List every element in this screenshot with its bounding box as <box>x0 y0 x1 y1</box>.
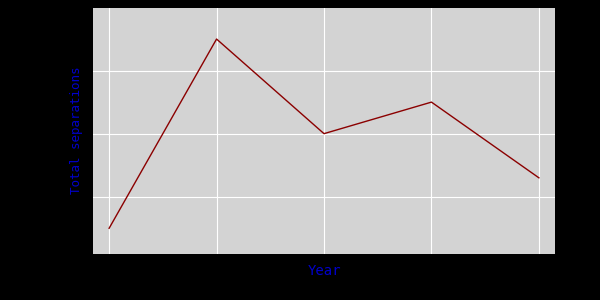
Y-axis label: Total separations: Total separations <box>70 67 83 194</box>
X-axis label: Year: Year <box>307 264 341 278</box>
